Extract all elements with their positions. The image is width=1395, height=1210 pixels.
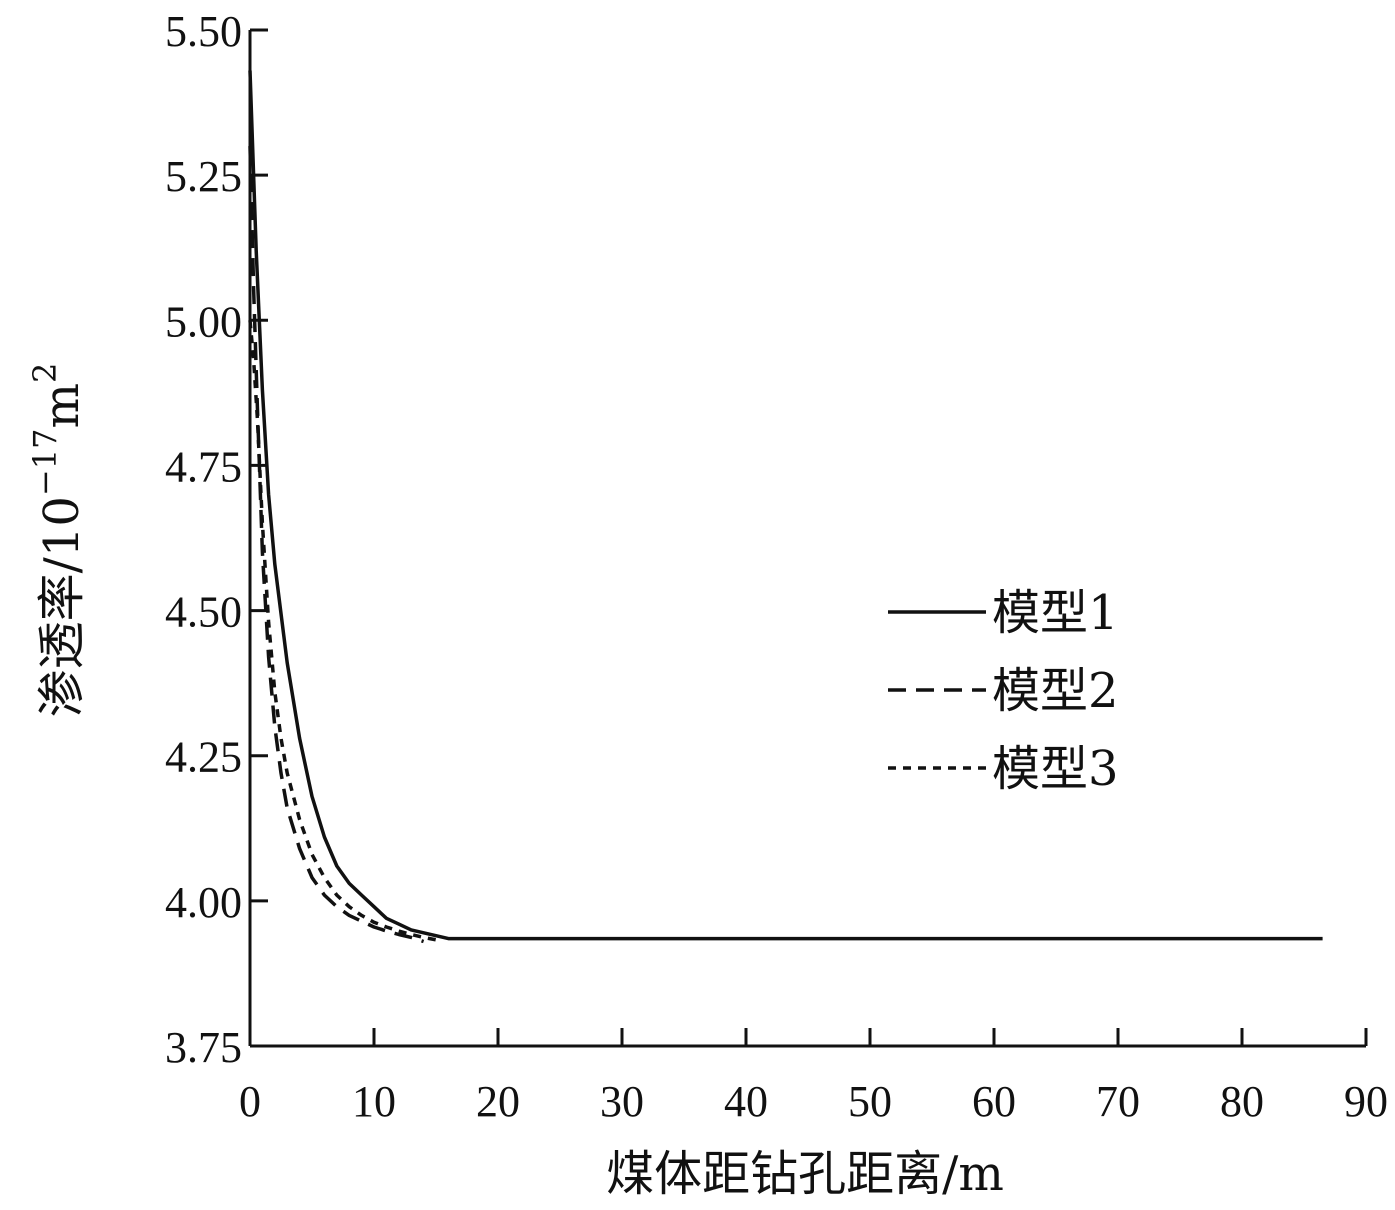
y-tick-label: 4.25 [165, 733, 242, 782]
y-tick-label: 5.50 [165, 7, 242, 56]
legend-label: 模型2 [992, 663, 1119, 719]
axes [248, 30, 1366, 1048]
legend-label: 模型1 [992, 585, 1119, 641]
x-tick-label: 80 [1220, 1077, 1264, 1126]
x-tick-label: 90 [1344, 1077, 1388, 1126]
y-axis-title-unit: m [34, 383, 90, 429]
y-axis-title-unit-exponent: 2 [26, 363, 64, 383]
y-tick-label: 5.25 [165, 152, 242, 201]
y-tick-label: 5.00 [165, 297, 242, 346]
series-layer [248, 70, 1323, 944]
y-ticks: 3.75 4.00 4.25 4.50 4.75 5.00 5.25 5.50 [165, 7, 268, 1072]
x-axis-title: 煤体距钻孔距离/m [606, 1146, 1004, 1202]
y-axis-title-main: 渗透率/10 [34, 496, 90, 717]
legend: 模型1 模型2 模型3 [888, 585, 1119, 797]
legend-label: 模型3 [992, 741, 1119, 797]
series-line-model-2 [248, 146, 425, 944]
x-tick-label: 10 [352, 1077, 396, 1126]
y-axis-title-exponent: −17 [26, 429, 64, 497]
x-tick-label: 0 [239, 1077, 261, 1126]
series-line-model-3 [248, 320, 437, 942]
x-ticks: 0 10 20 30 40 50 60 70 80 90 [239, 1028, 1388, 1126]
x-tick-label: 60 [972, 1077, 1016, 1126]
series-line-model-1 [248, 70, 1323, 941]
y-axis-title: 渗透率/10−17m2 [26, 363, 90, 718]
y-tick-label: 4.00 [165, 878, 242, 927]
x-tick-label: 70 [1096, 1077, 1140, 1126]
y-tick-label: 3.75 [165, 1023, 242, 1072]
x-tick-label: 20 [476, 1077, 520, 1126]
x-tick-label: 30 [600, 1077, 644, 1126]
x-tick-label: 40 [724, 1077, 768, 1126]
y-tick-label: 4.75 [165, 442, 242, 491]
x-tick-label: 50 [848, 1077, 892, 1126]
y-tick-label: 4.50 [165, 588, 242, 637]
